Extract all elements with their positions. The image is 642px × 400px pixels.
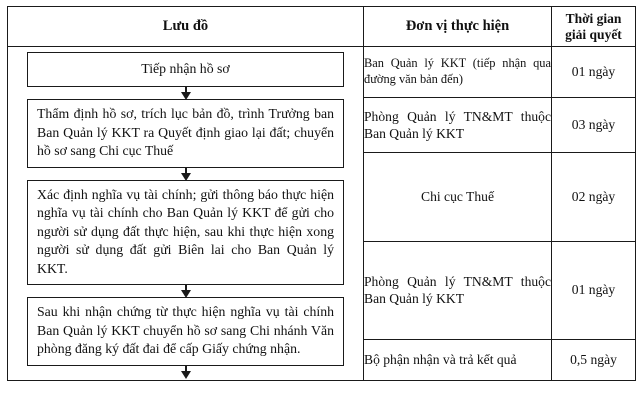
- arrow-shaft-icon: [184, 167, 187, 175]
- unit-cell-row-4: Phòng Quản lý TN&MT thuộc Ban Quản lý KK…: [363, 240, 552, 340]
- arrow-shaft-icon: [184, 285, 187, 293]
- table-row: Phòng Quản lý TN&MT thuộc Ban Quản lý KK…: [8, 96, 636, 153]
- time-cell-row-2: 03 ngày: [551, 96, 636, 153]
- arrow-head-icon: [180, 92, 191, 101]
- flow-arrow-4: [179, 365, 193, 380]
- table-header-row: Lưu đồ Đơn vị thực hiện Thời gian giải q…: [7, 6, 636, 47]
- flow-arrow-3: [179, 285, 193, 299]
- time-cell-row-4: 01 ngày: [551, 240, 636, 340]
- time-cell-row-1: 01 ngày: [551, 46, 636, 98]
- arrow-head-icon: [180, 172, 191, 181]
- unit-cell-row-5: Bộ phận nhận và trả kết quả: [363, 338, 552, 381]
- flowchart-container: Tiếp nhận hồ sơ Thẩm định hồ sơ, trích l…: [8, 47, 363, 380]
- column-header-unit: Đơn vị thực hiện: [363, 6, 552, 47]
- unit-cell-row-3: Chi cục Thuế: [363, 151, 552, 242]
- column-header-time: Thời gian giải quyết: [551, 6, 636, 47]
- arrow-shaft-icon: [184, 365, 187, 373]
- flow-step-box-3[interactable]: Xác định nghĩa vụ tài chính; gửi thông b…: [27, 179, 344, 286]
- flow-arrow-2: [179, 167, 193, 181]
- time-cell-row-5: 0,5 ngày: [551, 338, 636, 381]
- column-header-flow: Lưu đồ: [7, 6, 364, 47]
- column-header-time-line2: giải quyết: [565, 26, 622, 42]
- flow-arrow-1: [179, 87, 193, 101]
- column-header-time-line1: Thời gian: [565, 10, 622, 26]
- table-row: Phòng Quản lý TN&MT thuộc Ban Quản lý KK…: [8, 240, 636, 340]
- unit-cell-row-2: Phòng Quản lý TN&MT thuộc Ban Quản lý KK…: [363, 96, 552, 153]
- flow-step-box-4[interactable]: Sau khi nhận chứng từ thực hiện nghĩa vụ…: [27, 297, 344, 366]
- time-cell-row-3: 02 ngày: [551, 151, 636, 242]
- flow-step-box-1[interactable]: Tiếp nhận hồ sơ: [27, 52, 344, 88]
- arrow-head-icon: [180, 290, 191, 299]
- table-row: Chi cục Thuế 02 ngày: [8, 151, 636, 242]
- table-row: Bộ phận nhận và trả kết quả 0,5 ngày: [8, 338, 636, 381]
- unit-cell-row-1: Ban Quản lý KKT (tiếp nhận qua đường văn…: [363, 46, 552, 98]
- arrow-head-icon: [180, 370, 191, 379]
- procedure-table: Lưu đồ Đơn vị thực hiện Thời gian giải q…: [7, 6, 636, 381]
- table-row: Tiếp nhận hồ sơ Thẩm định hồ sơ, trích l…: [7, 46, 636, 381]
- arrow-shaft-icon: [184, 87, 187, 95]
- flowchart-cell: Tiếp nhận hồ sơ Thẩm định hồ sơ, trích l…: [7, 46, 364, 381]
- flow-step-box-2[interactable]: Thẩm định hồ sơ, trích lục bản đồ, trình…: [27, 99, 344, 168]
